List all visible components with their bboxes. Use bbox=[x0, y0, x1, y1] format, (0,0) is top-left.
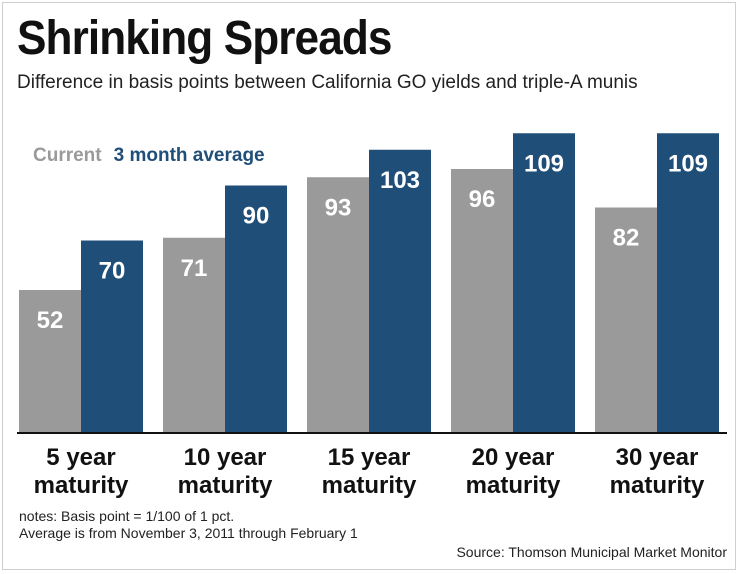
chart-subtitle: Difference in basis points between Calif… bbox=[17, 72, 638, 93]
legend-3-month-average: 3 month average bbox=[114, 145, 265, 166]
bar-3-month-average-2 bbox=[369, 149, 431, 433]
data-label-current-3: 96 bbox=[469, 186, 496, 213]
bar-current-1 bbox=[163, 237, 225, 433]
bar-current-2 bbox=[307, 177, 369, 433]
data-label-current-0: 52 bbox=[37, 307, 64, 334]
bar-current-4 bbox=[595, 207, 657, 433]
bar-3-month-average-4 bbox=[657, 133, 719, 433]
chart-title: Shrinking Spreads bbox=[17, 12, 392, 65]
data-label-current-4: 82 bbox=[613, 225, 640, 252]
category-label-1-line-0: 10 year bbox=[184, 444, 267, 471]
note-basis-point: notes: Basis point = 1/100 of 1 pct. bbox=[19, 508, 235, 524]
bar-current-3 bbox=[451, 169, 513, 433]
legend-current: Current bbox=[33, 145, 102, 166]
bar-3-month-average-1 bbox=[225, 185, 287, 433]
data-label-3-month-average-4: 109 bbox=[668, 150, 708, 177]
category-label-0-line-1: maturity bbox=[34, 472, 129, 499]
category-label-0-line-0: 5 year bbox=[46, 444, 115, 471]
data-label-3-month-average-2: 103 bbox=[380, 167, 420, 194]
category-label-3-line-1: maturity bbox=[466, 472, 561, 499]
category-label-4-line-1: maturity bbox=[610, 472, 705, 499]
category-label-1-line-1: maturity bbox=[178, 472, 273, 499]
note-average-period: Average is from November 3, 2011 through… bbox=[19, 525, 358, 541]
data-label-3-month-average-1: 90 bbox=[243, 203, 270, 230]
bar-3-month-average-0 bbox=[81, 240, 143, 433]
bar-3-month-average-3 bbox=[513, 133, 575, 433]
category-label-4-line-0: 30 year bbox=[616, 444, 699, 471]
bar-current-0 bbox=[19, 290, 81, 433]
data-label-3-month-average-0: 70 bbox=[99, 258, 126, 285]
category-label-2-line-0: 15 year bbox=[328, 444, 411, 471]
category-label-2-line-1: maturity bbox=[322, 472, 417, 499]
source-note: Source: Thomson Municipal Market Monitor bbox=[456, 544, 727, 560]
category-label-3-line-0: 20 year bbox=[472, 444, 555, 471]
data-label-current-2: 93 bbox=[325, 194, 352, 221]
data-label-current-1: 71 bbox=[181, 255, 208, 282]
data-label-3-month-average-3: 109 bbox=[524, 150, 564, 177]
